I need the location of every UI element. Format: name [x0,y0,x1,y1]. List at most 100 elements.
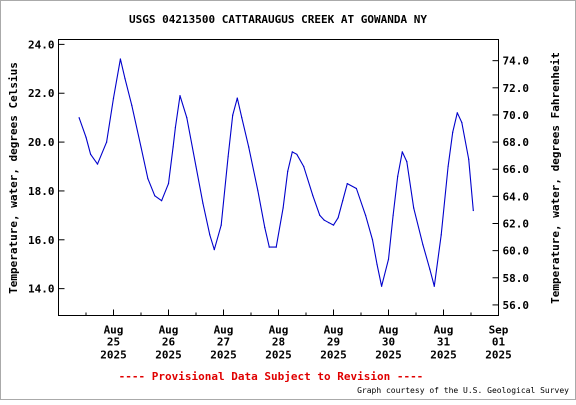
x-tick-year: 2025 [320,349,347,362]
y2-tick-label: 60.0 [503,245,530,258]
series-line-temperature [78,58,474,287]
data-point [78,117,80,119]
y2-tick-label: 74.0 [503,55,530,68]
data-point [147,178,149,180]
data-point [447,165,449,168]
data-point [440,234,442,236]
data-point [140,146,142,148]
data-point [96,163,99,165]
y-axis-label: Temperature, water, degrees Celsius [7,62,20,294]
data-point [323,219,325,221]
data-point [452,131,454,133]
y-axis-right: 56.0 58.0 60.0 62.0 64.0 66.0 68.0 70.0 72.0 74.0 [492,55,530,312]
x-tick-month: Sep [489,324,509,337]
data-point [413,207,415,209]
y-tick-label: 16.0 [28,234,55,247]
data-point [429,268,431,270]
x-tick-month: Aug [104,324,124,337]
data-point [468,158,470,160]
data-point [268,246,270,248]
data-point [112,97,115,99]
y2-tick-label: 66.0 [503,163,530,176]
x-tick-day: 01 [492,336,506,349]
data-point [381,285,383,287]
data-point [174,126,176,128]
plot-area [58,39,499,316]
data-point [291,151,293,153]
data-point [248,146,250,148]
x-tick-day: 30 [382,336,395,349]
x-tick-day: 29 [327,336,340,349]
data-point [161,200,163,202]
y2-tick-label: 68.0 [503,136,530,149]
data-point [355,187,357,190]
data-point [209,234,211,236]
y2-tick-label: 70.0 [503,109,530,122]
data-point [303,165,305,168]
x-tick-year: 2025 [430,349,457,362]
data-point [119,58,121,60]
x-tick-year: 2025 [485,349,512,362]
data-point [296,153,298,155]
data-point [124,78,126,80]
data-point [371,239,374,241]
data-point [90,153,92,155]
y2-tick-label: 58.0 [503,272,530,285]
data-point [213,249,215,251]
x-tick-month: Aug [324,324,344,337]
data-point [422,244,424,246]
data-point [472,209,474,212]
data-point [131,104,133,106]
data-point [232,114,234,116]
data-point [275,246,277,248]
x-tick-month: Aug [214,324,234,337]
data-point [227,156,229,158]
provisional-notice: ---- Provisional Data Subject to Revisio… [119,370,424,383]
x-tick-day: 27 [217,336,230,349]
data-point [220,224,222,226]
data-point [397,175,399,177]
data-point [401,151,403,153]
data-point [154,195,156,197]
y-tick-label: 18.0 [28,185,55,198]
x-tick-day: 31 [437,336,451,349]
data-point [332,224,335,226]
data-point [319,214,321,216]
data-point [433,285,435,287]
data-point [264,227,266,229]
y-tick-label: 24.0 [28,38,55,51]
y2-tick-label: 72.0 [503,82,530,95]
x-tick-year: 2025 [100,349,127,362]
x-tick-day: 28 [272,336,285,349]
data-point [241,117,243,119]
data-point [328,222,330,224]
y-tick-label: 20.0 [28,136,55,149]
data-point [282,207,284,209]
y2-tick-label: 56.0 [503,299,530,312]
data-point [312,195,314,197]
data-point [236,97,238,99]
x-tick-day: 25 [107,336,120,349]
y-axis-left: 14.0 16.0 18.0 20.0 22.0 24.0 [28,38,65,296]
y-tick-label: 14.0 [28,283,55,296]
data-point [342,200,344,202]
data-point [195,165,197,168]
data-point [172,146,174,148]
series-group [78,58,474,287]
data-point [387,258,390,260]
data-point [376,263,378,265]
chart-title: USGS 04213500 CATTARAUGUS CREEK AT GOWAN… [129,13,427,26]
x-tick-year: 2025 [265,349,292,362]
x-tick-day: 26 [162,336,176,349]
data-point [365,214,367,216]
y-tick-label: 22.0 [28,87,55,100]
x-tick-month: Aug [159,324,179,337]
data-point [257,190,259,192]
data-point [337,217,339,219]
data-point [456,112,458,114]
data-point [287,170,289,172]
x-tick-year: 2025 [155,349,182,362]
usgs-credit: Graph courtesy of the U.S. Geological Su… [357,386,569,395]
x-tick-month: Aug [269,324,289,337]
